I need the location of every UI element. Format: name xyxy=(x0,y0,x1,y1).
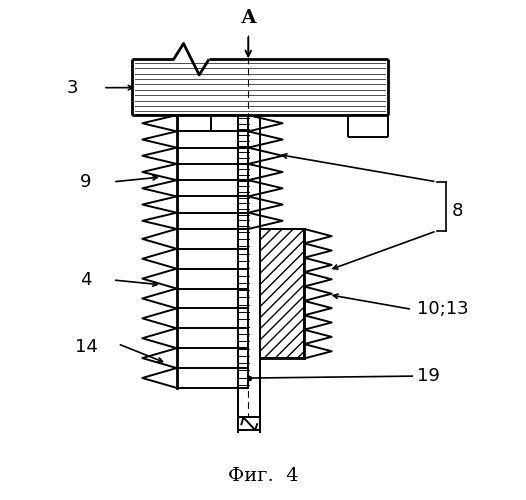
Text: 3: 3 xyxy=(67,78,78,96)
Text: 8: 8 xyxy=(451,202,463,220)
Text: 9: 9 xyxy=(80,173,92,191)
Text: 14: 14 xyxy=(75,338,98,355)
Text: 10;13: 10;13 xyxy=(417,300,469,318)
Text: 19: 19 xyxy=(417,367,440,385)
Text: 4: 4 xyxy=(80,271,92,289)
Text: А: А xyxy=(240,9,256,27)
Text: Фиг.  4: Фиг. 4 xyxy=(228,467,298,485)
Polygon shape xyxy=(260,229,304,358)
